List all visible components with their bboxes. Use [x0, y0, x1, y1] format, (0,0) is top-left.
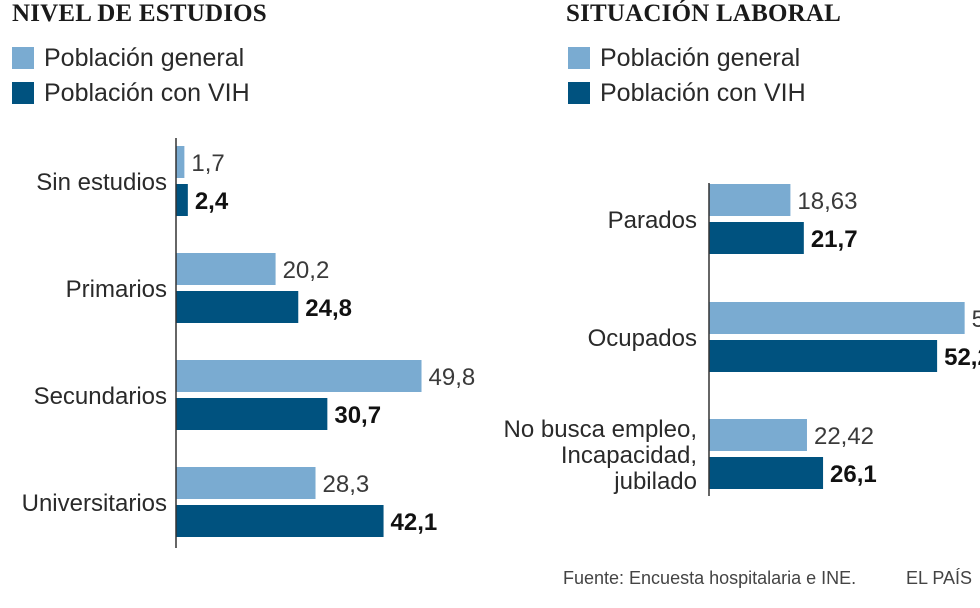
value-label: 30,7 — [334, 402, 381, 429]
value-label: 22,42 — [814, 423, 874, 450]
legend-vih-estudios: Población con VIH — [12, 78, 250, 108]
legend-swatch-general — [568, 47, 590, 69]
chart-0: Sin estudios 1,7 2,4 Primarios 20,2 24,8 Secun… — [22, 138, 476, 548]
legend-swatch-vih — [12, 82, 34, 104]
bar-vih — [176, 505, 384, 537]
bar-general — [709, 184, 791, 216]
bar-general — [176, 360, 422, 392]
chart-title-laboral: SITUACIÓN LABORAL — [566, 0, 841, 27]
bar-general — [709, 302, 965, 334]
legend-label-general: Población general — [44, 43, 245, 72]
value-label: 24,8 — [305, 295, 352, 322]
category-label: No busca empleo, — [504, 416, 697, 443]
bar-general — [176, 467, 316, 499]
value-label: 18,63 — [797, 188, 857, 215]
category-label: Sin estudios — [36, 169, 167, 196]
bar-general — [709, 419, 807, 451]
value-label: 42,1 — [391, 509, 438, 536]
bar-vih — [709, 222, 804, 254]
category-label: Primarios — [66, 276, 167, 303]
value-label: 21,7 — [811, 226, 858, 253]
category-label: Secundarios — [34, 383, 167, 410]
legend-swatch-vih — [568, 82, 590, 104]
value-label: 1,7 — [191, 150, 224, 177]
category-label: Parados — [608, 207, 697, 234]
value-label: 26,1 — [830, 461, 877, 488]
legend-label-vih: Población con VIH — [600, 78, 806, 107]
legend-general-estudios: Población general — [12, 43, 244, 73]
brand-label: EL PAÍS — [906, 568, 973, 588]
bar-vih — [176, 291, 299, 323]
value-label: 2,4 — [195, 188, 229, 215]
value-label: 52,2 — [944, 344, 980, 371]
chart-1: Parados 18,63 21,7 Ocupados 58,5 52,2 No busca… — [504, 183, 980, 496]
value-label: 58,5 — [972, 306, 980, 333]
legend-general-laboral: Población general — [568, 43, 800, 73]
legend-label-general: Población general — [600, 43, 801, 72]
value-label: 28,3 — [323, 471, 370, 498]
value-label: 49,8 — [429, 364, 476, 391]
bar-vih — [709, 340, 938, 372]
category-label: Ocupados — [588, 325, 697, 352]
chart-title-estudios: NIVEL DE ESTUDIOS — [12, 0, 267, 27]
bar-general — [176, 146, 185, 178]
bar-general — [176, 253, 276, 285]
category-label: Universitarios — [22, 490, 167, 517]
bar-vih — [709, 457, 824, 489]
source-note: Fuente: Encuesta hospitalaria e INE. — [563, 568, 857, 588]
legend-swatch-general — [12, 47, 34, 69]
bar-vih — [176, 184, 188, 216]
category-label: jubilado — [613, 468, 697, 495]
legend-vih-laboral: Población con VIH — [568, 78, 806, 108]
value-label: 20,2 — [283, 257, 330, 284]
legend-label-vih: Población con VIH — [44, 78, 250, 107]
bar-vih — [176, 398, 328, 430]
category-label: Incapacidad, — [561, 442, 697, 469]
